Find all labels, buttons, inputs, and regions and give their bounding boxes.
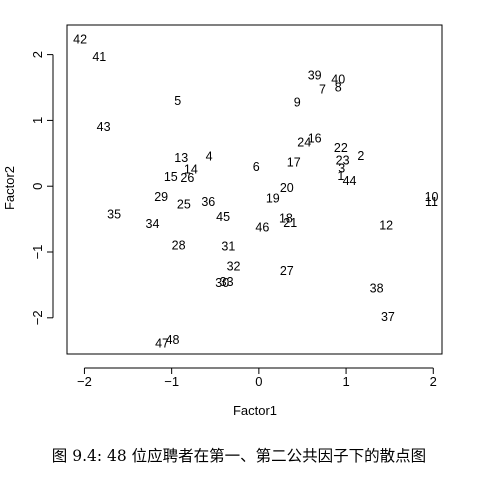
point-label: 33 [220, 275, 234, 289]
x-axis: −2 −1 0 1 2 [77, 367, 437, 389]
point-label: 46 [255, 221, 269, 235]
point-label: 13 [174, 151, 188, 165]
point-label: 32 [227, 259, 241, 273]
x-axis-label: Factor1 [233, 403, 277, 418]
point-label: 31 [221, 240, 235, 254]
y-axis: −2 −1 0 1 2 [30, 51, 54, 325]
point-label: 1 [337, 169, 344, 183]
point-label: 40 [331, 72, 345, 86]
point-label: 5 [174, 94, 181, 108]
point-label: 14 [184, 163, 198, 177]
point-label: 25 [177, 197, 191, 211]
point-label: 15 [164, 170, 178, 184]
point-label: 22 [334, 141, 348, 155]
point-label: 42 [73, 32, 87, 46]
x-tick-label: −2 [77, 374, 92, 389]
point-label: 43 [97, 120, 111, 134]
y-tick-label: 2 [30, 51, 45, 58]
point-label: 9 [294, 95, 301, 109]
y-axis-label: Factor2 [2, 166, 17, 210]
point-label: 45 [216, 210, 230, 224]
point-label: 23 [336, 153, 350, 167]
x-tick-label: 2 [430, 374, 437, 389]
point-label: 37 [381, 310, 395, 324]
point-label: 16 [308, 132, 322, 146]
x-tick-label: 1 [342, 374, 349, 389]
point-label: 19 [266, 192, 280, 206]
y-tick-label: 1 [30, 117, 45, 124]
point-label: 7 [319, 82, 326, 96]
point-label: 20 [280, 181, 294, 195]
point-label: 12 [379, 219, 393, 233]
point-label: 6 [253, 160, 260, 174]
point-label: 44 [343, 174, 357, 188]
x-tick-label: 0 [255, 374, 262, 389]
point-label: 36 [201, 195, 215, 209]
point-label: 3 [338, 161, 345, 175]
y-tick-label: 0 [30, 183, 45, 190]
point-label: 35 [107, 207, 121, 221]
point-label: 48 [166, 333, 180, 347]
point-label: 10 [425, 190, 439, 204]
point-label: 8 [335, 80, 342, 94]
y-tick-label: −2 [30, 310, 45, 325]
point-label: 2 [357, 149, 364, 163]
plot-frame [66, 24, 443, 355]
point-label: 41 [92, 50, 106, 64]
point-label: 34 [146, 217, 160, 231]
point-label: 11 [425, 195, 438, 209]
point-label: 39 [308, 69, 322, 83]
point-label: 18 [279, 211, 293, 225]
point-label: 29 [154, 190, 168, 204]
point-label: 38 [370, 282, 384, 296]
y-tick-label: −1 [30, 245, 45, 260]
point-label: 26 [180, 171, 194, 185]
point-label: 21 [283, 216, 297, 230]
point-label: 28 [172, 238, 186, 252]
point-label: 17 [287, 155, 301, 169]
point-label: 47 [155, 336, 169, 350]
point-label: 4 [206, 149, 213, 163]
x-tick-label: −1 [164, 374, 179, 389]
point-label: 24 [297, 136, 311, 150]
point-label: 30 [215, 276, 229, 290]
figure-caption: 图 9.4: 48 位应聘者在第一、第二公共因子下的散点图 [51, 447, 427, 465]
point-label: 27 [280, 264, 294, 278]
